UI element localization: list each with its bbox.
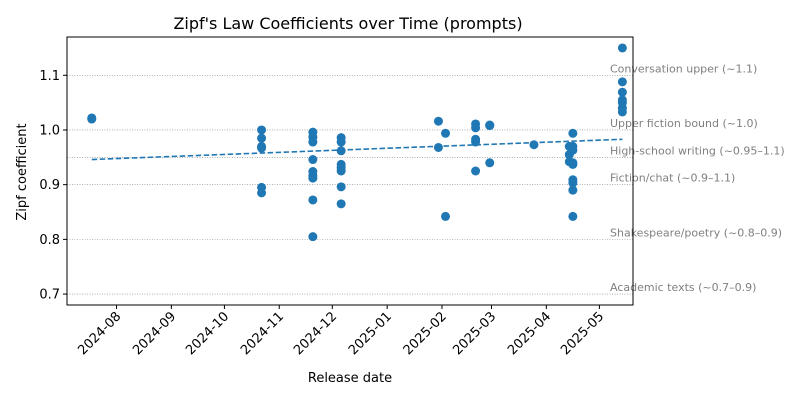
y-tick-label: 0.9	[39, 178, 60, 193]
data-point	[568, 128, 578, 138]
y-tick-label: 1.1	[39, 69, 60, 84]
data-point	[471, 123, 481, 133]
x-tick-label: 2025-03	[450, 309, 499, 358]
data-point	[617, 107, 627, 117]
y-axis: 0.7 0.8 0.9 1.0 1.1	[39, 69, 67, 303]
data-point	[568, 159, 578, 169]
x-tick-label: 2025-02	[401, 309, 450, 358]
data-point	[441, 211, 451, 221]
x-tick-label: 2024-09	[130, 309, 179, 358]
data-point	[87, 114, 97, 124]
reference-lines	[67, 74, 633, 295]
data-point	[336, 146, 346, 156]
x-tick-label: 2025-04	[505, 309, 554, 358]
data-point	[308, 137, 318, 147]
data-points	[87, 43, 627, 242]
x-tick-label: 2024-12	[291, 309, 340, 358]
data-point	[485, 121, 495, 131]
x-tick-label: 2024-11	[238, 309, 287, 358]
data-point	[617, 87, 627, 97]
reference-label: Shakespeare/poetry (~0.8–0.9)	[610, 226, 782, 239]
data-point	[257, 133, 267, 143]
trend-line-group	[91, 138, 623, 161]
data-point	[433, 142, 443, 152]
data-point	[336, 137, 346, 147]
data-point	[308, 232, 318, 242]
reference-label: Fiction/chat (~0.9–1.1)	[610, 172, 735, 185]
y-tick-label: 0.7	[39, 288, 60, 303]
data-point	[257, 125, 267, 135]
data-point	[529, 140, 539, 150]
y-tick-label: 1.0	[39, 123, 60, 138]
x-axis: 2024-08 2024-09 2024-10 2024-11 2024-12 2025-…	[75, 305, 607, 358]
data-point	[433, 116, 443, 126]
y-tick-label: 0.8	[39, 233, 60, 248]
data-point	[441, 128, 451, 138]
data-point	[568, 145, 578, 155]
x-tick-label: 2025-01	[346, 309, 395, 358]
data-point	[308, 173, 318, 183]
data-point	[336, 199, 346, 209]
data-point	[471, 166, 481, 176]
reference-label: High-school writing (~0.95–1.1)	[610, 144, 785, 157]
data-point	[257, 188, 267, 198]
x-axis-label: Release date	[308, 371, 392, 386]
data-point	[471, 137, 481, 147]
data-point	[308, 195, 318, 205]
data-point	[568, 178, 578, 188]
data-point	[617, 77, 627, 87]
reference-labels: Conversation upper (~1.1) Upper fiction b…	[610, 62, 785, 294]
data-point	[308, 155, 318, 165]
data-point	[336, 182, 346, 192]
data-point	[257, 143, 267, 153]
data-point	[336, 166, 346, 176]
data-point	[568, 211, 578, 221]
x-tick-label: 2024-10	[183, 309, 232, 358]
plot-area-frame	[66, 36, 634, 306]
x-tick-label: 2025-05	[558, 309, 607, 358]
reference-label: Academic texts (~0.7–0.9)	[610, 281, 756, 294]
data-point	[485, 158, 495, 168]
y-axis-label: Zipf coefficient	[15, 123, 30, 220]
trend-line	[91, 138, 623, 161]
reference-label: Conversation upper (~1.1)	[610, 62, 757, 75]
reference-label: Upper fiction bound (~1.0)	[610, 117, 758, 130]
x-tick-label: 2024-08	[75, 309, 124, 358]
data-point	[568, 185, 578, 195]
data-point	[617, 43, 627, 53]
chart-title: Zipf's Law Coefficients over Time (promp…	[173, 14, 522, 33]
